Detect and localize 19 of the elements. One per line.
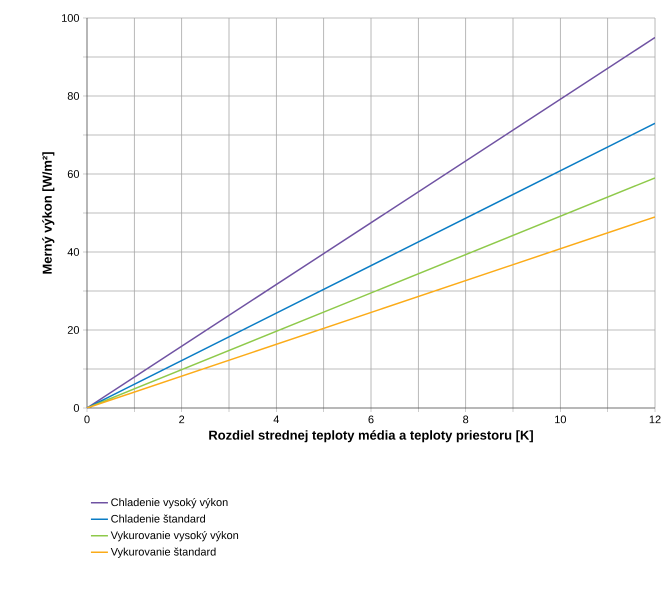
x-tick-label: 2 bbox=[179, 416, 184, 424]
x-tick-label: 0 bbox=[84, 416, 90, 424]
legend-label: Vykurovanie štandard bbox=[110, 548, 216, 558]
y-tick-label: 40 bbox=[68, 248, 80, 256]
x-tick-label: 6 bbox=[368, 416, 374, 424]
legend-label: Chladenie vysoký výkon bbox=[111, 498, 228, 508]
x-axis-title: Rozdiel strednej teploty média a teploty priestoru [K] bbox=[209, 430, 533, 442]
x-tick-label: 8 bbox=[463, 416, 468, 424]
legend-label: Vykurovanie vysoký výkon bbox=[110, 531, 238, 542]
y-axis-title: Merný výkon [W/m²] bbox=[42, 152, 54, 274]
y-tick-label: 0 bbox=[74, 404, 80, 412]
x-tick-label: 12 bbox=[650, 416, 661, 424]
y-tick-label: 60 bbox=[68, 170, 80, 178]
y-tick-label: 80 bbox=[68, 92, 80, 100]
x-tick-label: 4 bbox=[274, 416, 280, 424]
legend-label: Chladenie štandard bbox=[111, 514, 205, 523]
y-tick-label: 100 bbox=[62, 14, 80, 22]
x-tick-label: 10 bbox=[555, 416, 566, 424]
y-tick-label: 20 bbox=[68, 326, 80, 334]
